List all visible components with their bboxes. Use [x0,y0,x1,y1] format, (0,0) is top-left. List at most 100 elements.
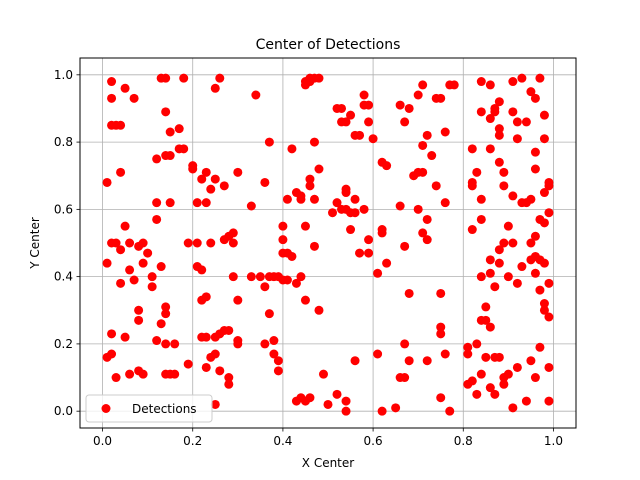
x-axis-ticks: 0.0 0.2 0.4 0.6 0.8 1.0 [93,428,563,448]
x-tick-label: 1.0 [544,434,563,448]
detection-point [418,228,428,238]
detection-point [197,265,207,275]
detection-point [278,221,288,231]
detection-point [111,238,121,248]
y-tick-label: 0.6 [54,202,73,216]
detection-point [530,373,540,383]
detection-point [215,366,225,376]
detection-point [494,245,504,255]
detection-point [539,305,549,315]
detection-point [499,181,509,191]
detection-point [476,107,486,117]
detection-point [503,369,513,379]
detection-point [472,389,482,399]
detection-point [161,339,171,349]
detection-point [364,235,374,245]
detection-point [436,322,446,332]
detection-point [346,225,356,235]
detection-point [210,83,220,93]
detection-point [526,194,536,204]
detection-point [134,315,144,325]
detection-point [332,198,342,208]
detection-point [350,356,360,366]
detection-point [341,406,351,416]
detection-point [373,268,383,278]
x-tick-label: 0.2 [183,434,202,448]
detection-point [431,181,441,191]
detection-point [539,299,549,309]
x-tick-label: 0.0 [93,434,112,448]
detection-point [165,198,175,208]
detection-point [503,272,513,282]
detection-point [499,238,509,248]
detection-point [174,124,184,134]
detection-point [206,238,216,248]
detection-point [377,225,387,235]
detection-point [544,312,554,322]
detection-point [544,396,554,406]
detection-point [341,396,351,406]
detection-point [418,140,428,150]
detection-point [116,167,126,177]
detection-point [503,221,513,231]
y-tick-label: 0.2 [54,337,73,351]
detection-point [246,201,256,211]
detection-point [156,262,166,272]
detection-point [404,356,414,366]
detection-point [476,272,486,282]
detection-point [494,124,504,134]
detection-point [467,181,477,191]
detection-point [539,110,549,120]
detection-point [102,352,112,362]
y-tick-label: 0.8 [54,135,73,149]
x-tick-label: 0.6 [364,434,383,448]
detection-point [138,369,148,379]
detection-point [305,393,315,403]
detection-point [418,80,428,90]
detection-point [215,73,225,83]
detection-point [224,379,234,389]
detection-point [400,339,410,349]
detection-point [125,265,135,275]
detection-point [422,235,432,245]
detection-point [481,352,491,362]
detection-point [228,228,238,238]
detection-point [152,154,162,164]
legend-label: Detections [132,402,197,416]
detection-point [120,332,130,342]
y-tick-label: 0.4 [54,270,73,284]
detection-point [210,174,220,184]
detection-point [156,73,166,83]
detection-point [539,258,549,268]
x-tick-label: 0.8 [454,434,473,448]
y-tick-label: 0.0 [54,404,73,418]
detection-point [111,373,121,383]
detection-point [355,248,365,258]
y-tick-label: 1.0 [54,68,73,82]
detection-point [300,221,310,231]
detection-point [210,399,220,409]
detection-point [224,373,234,383]
detection-point [512,117,522,127]
detection-point [147,272,157,282]
legend-marker [101,404,111,413]
axes-frame [79,57,577,429]
detection-point [373,349,383,359]
detection-point [535,285,545,295]
detection-point [260,177,270,187]
detection-point [530,93,540,103]
detection-point [530,164,540,174]
detection-point [436,288,446,298]
detection-point [120,221,130,231]
detection-point [539,218,549,228]
detection-point [485,80,495,90]
detection-point [517,73,527,83]
detection-point [161,107,171,117]
detection-point [508,107,518,117]
detection-point [273,366,283,376]
detection-point [107,93,117,103]
detection-point [152,336,162,346]
detection-point [341,117,351,127]
detection-point [116,278,126,288]
detection-point [129,93,139,103]
